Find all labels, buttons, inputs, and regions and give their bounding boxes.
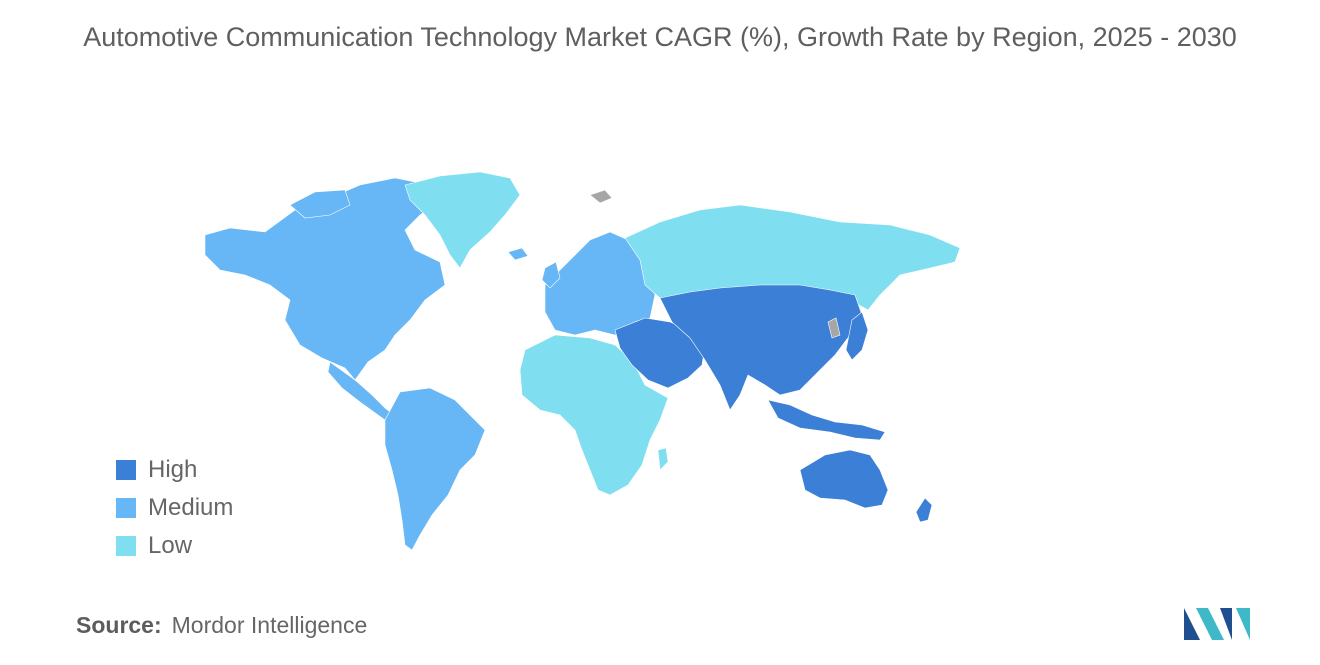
region-south-america bbox=[384, 387, 486, 551]
region-uk bbox=[541, 261, 561, 289]
region-new-zealand bbox=[915, 497, 933, 523]
region-korea bbox=[827, 317, 841, 339]
source-value: Mordor Intelligence bbox=[171, 612, 368, 638]
region-japan bbox=[845, 311, 869, 361]
mordor-intelligence-logo-icon bbox=[1184, 608, 1250, 640]
source-line: Source: Mordor Intelligence bbox=[76, 612, 367, 639]
legend-item-high: High bbox=[116, 451, 233, 489]
region-canada-arctic bbox=[289, 189, 351, 219]
legend-item-medium: Medium bbox=[116, 489, 233, 527]
region-middle-east bbox=[614, 317, 706, 389]
legend-label-medium: Medium bbox=[148, 494, 234, 521]
map-legend: High Medium Low bbox=[116, 451, 233, 565]
source-label: Source: bbox=[76, 612, 162, 638]
legend-label-low: Low bbox=[148, 532, 193, 559]
region-asia bbox=[659, 284, 863, 411]
region-australia bbox=[799, 449, 889, 509]
logo-shape-far-right bbox=[1236, 608, 1250, 640]
region-north-america bbox=[204, 177, 446, 381]
chart-title: Automotive Communication Technology Mark… bbox=[83, 22, 1237, 52]
legend-label-high: High bbox=[148, 456, 198, 483]
region-africa bbox=[519, 334, 669, 496]
legend-swatch-high bbox=[116, 460, 136, 480]
region-greenland bbox=[404, 171, 521, 269]
legend-swatch-low bbox=[116, 536, 136, 556]
legend-swatch-medium bbox=[116, 498, 136, 518]
region-europe bbox=[544, 231, 656, 336]
region-southeast-asia bbox=[767, 399, 886, 441]
region-svalbard bbox=[589, 189, 613, 204]
region-iceland bbox=[507, 247, 529, 261]
legend-item-low: Low bbox=[116, 527, 233, 565]
logo-shape-left bbox=[1184, 608, 1200, 640]
logo-shape-right bbox=[1220, 608, 1232, 640]
logo-shape-middle bbox=[1196, 608, 1224, 640]
region-madagascar bbox=[657, 447, 669, 471]
